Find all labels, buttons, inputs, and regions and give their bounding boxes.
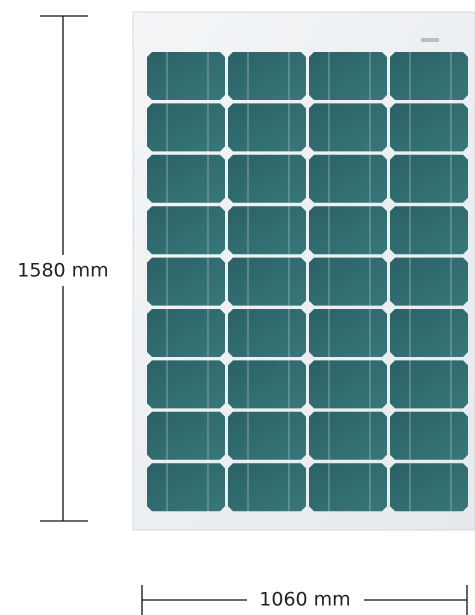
solar-cell [228, 309, 306, 357]
solar-cell [147, 154, 225, 203]
solar-cell [309, 103, 387, 152]
solar-cell [147, 463, 225, 512]
solar-cell [309, 52, 387, 100]
solar-cell [309, 154, 387, 203]
solar-cell [228, 257, 306, 306]
solar-cell [147, 309, 225, 357]
height-label: 1580 mm [17, 260, 108, 282]
solar-cell [147, 411, 225, 460]
solar-cell [228, 360, 306, 409]
solar-cell [390, 411, 468, 460]
solar-cell [228, 52, 306, 100]
solar-cell [309, 206, 387, 255]
solar-cell [228, 463, 306, 512]
width-label: 1060 mm [259, 589, 350, 611]
solar-cell [309, 309, 387, 357]
solar-cell [390, 154, 468, 203]
panel-badge [421, 38, 439, 42]
solar-cell [228, 154, 306, 203]
solar-cell [147, 360, 225, 409]
solar-cell [390, 309, 468, 357]
solar-cell [309, 360, 387, 409]
solar-cell [309, 257, 387, 306]
solar-cell [228, 103, 306, 152]
solar-cell [390, 257, 468, 306]
solar-cell [147, 206, 225, 255]
solar-cell [228, 206, 306, 255]
solar-cell [390, 52, 468, 100]
solar-cell [147, 257, 225, 306]
solar-cell [390, 206, 468, 255]
solar-cell [309, 463, 387, 512]
solar-cell [147, 52, 225, 100]
solar-cell [390, 360, 468, 409]
solar-cell [147, 103, 225, 152]
solar-cell [390, 103, 468, 152]
solar-cell [309, 411, 387, 460]
cell-grid [147, 52, 468, 512]
solar-cell [228, 411, 306, 460]
solar-cell [390, 463, 468, 512]
